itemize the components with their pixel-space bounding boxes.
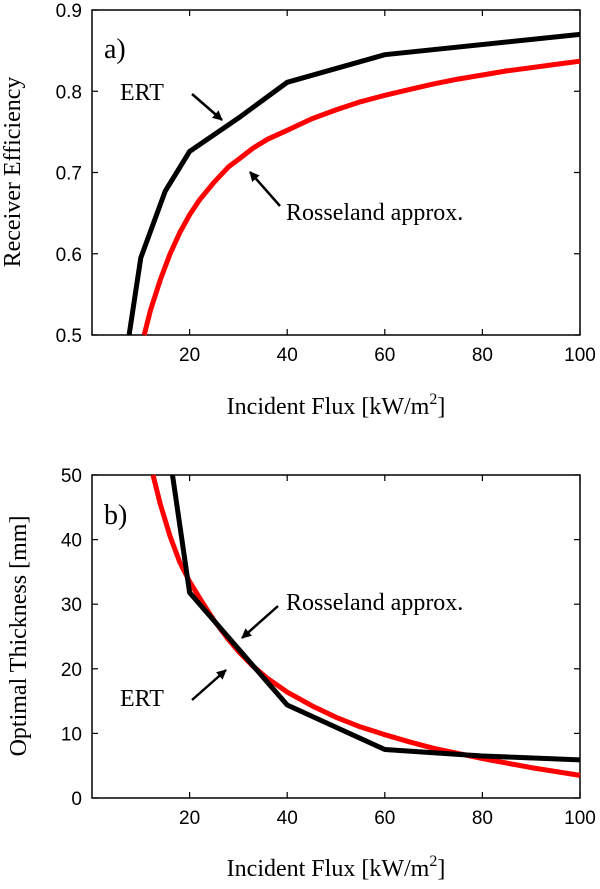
series-line-ert-a [126, 31, 581, 336]
ticks-b: 20 40 60 80 100 0 10 20 30 40 50 [61, 466, 596, 829]
ytick-label-b-1: 10 [61, 724, 82, 745]
ticks-a: 20 40 60 80 100 0.5 0.6 0.7 0.8 0.9 [56, 1, 596, 366]
series-line-rosseland-a [141, 58, 581, 336]
xlabel-b-close: ] [437, 856, 445, 882]
chart-panel-a: 20 40 60 80 100 0.5 0.6 0.7 0.8 0.9 a) ERT Rossel… [0, 1, 596, 420]
ytick-label-b-0: 0 [71, 789, 82, 810]
panel-label-a: a) [104, 34, 126, 65]
ytick-label-a-1: 0.6 [56, 245, 82, 266]
ytick-label-a-0: 0.5 [56, 326, 82, 347]
xlabel-b-main: Incident Flux [kW/m [227, 856, 430, 882]
xlabel-b: Incident Flux [kW/m2] [227, 853, 446, 882]
chart-panel-b: 20 40 60 80 100 0 10 20 30 40 50 b) Rosseland appr… [6, 466, 596, 882]
annotation-rosseland-a: Rosseland approx. [286, 200, 463, 226]
series-line-ert-b [170, 474, 581, 763]
xtick-label-b-4: 100 [564, 808, 596, 829]
ytick-label-a-3: 0.8 [56, 82, 82, 103]
ytick-label-b-5: 50 [61, 466, 82, 487]
plot-frame-a [91, 9, 581, 336]
xtick-label-b-2: 60 [374, 808, 395, 829]
xtick-label-b-0: 20 [179, 808, 200, 829]
ytick-label-b-4: 40 [61, 531, 82, 552]
plot-frame-b [91, 474, 581, 799]
xtick-label-a-1: 40 [277, 345, 298, 366]
annotation-arrow-ert-a [191, 93, 223, 121]
ytick-label-b-3: 30 [61, 595, 82, 616]
xlabel-a-main: Incident Flux [kW/m [227, 394, 430, 420]
series-b [150, 474, 581, 778]
xlabel-a: Incident Flux [kW/m2] [227, 391, 446, 420]
annotation-ert-b: ERT [120, 686, 164, 712]
xlabel-a-sup: 2 [429, 391, 437, 408]
ytick-label-a-2: 0.7 [56, 164, 82, 185]
xtick-label-b-1: 40 [277, 808, 298, 829]
ylabel-b: Optimal Thickness [mm] [6, 516, 32, 757]
xtick-label-a-0: 20 [179, 345, 200, 366]
xlabel-b-sup: 2 [429, 853, 437, 870]
xtick-label-b-3: 80 [472, 808, 493, 829]
annotation-ert-a: ERT [120, 80, 164, 106]
ylabel-a: Receiver Efficiency [0, 77, 26, 268]
panel-label-b: b) [104, 500, 127, 531]
annotation-arrow-rosseland-b [241, 605, 279, 639]
xtick-label-a-3: 80 [472, 345, 493, 366]
annotation-arrow-rosseland-a [249, 171, 281, 207]
xtick-label-a-2: 60 [374, 345, 395, 366]
annotation-arrow-ert-b [191, 669, 227, 701]
annotation-rosseland-b: Rosseland approx. [286, 590, 463, 616]
xtick-label-a-4: 100 [564, 345, 596, 366]
ytick-label-b-2: 20 [61, 660, 82, 681]
ytick-label-a-4: 0.9 [56, 1, 82, 22]
series-a [126, 31, 581, 336]
xlabel-a-close: ] [437, 394, 445, 420]
